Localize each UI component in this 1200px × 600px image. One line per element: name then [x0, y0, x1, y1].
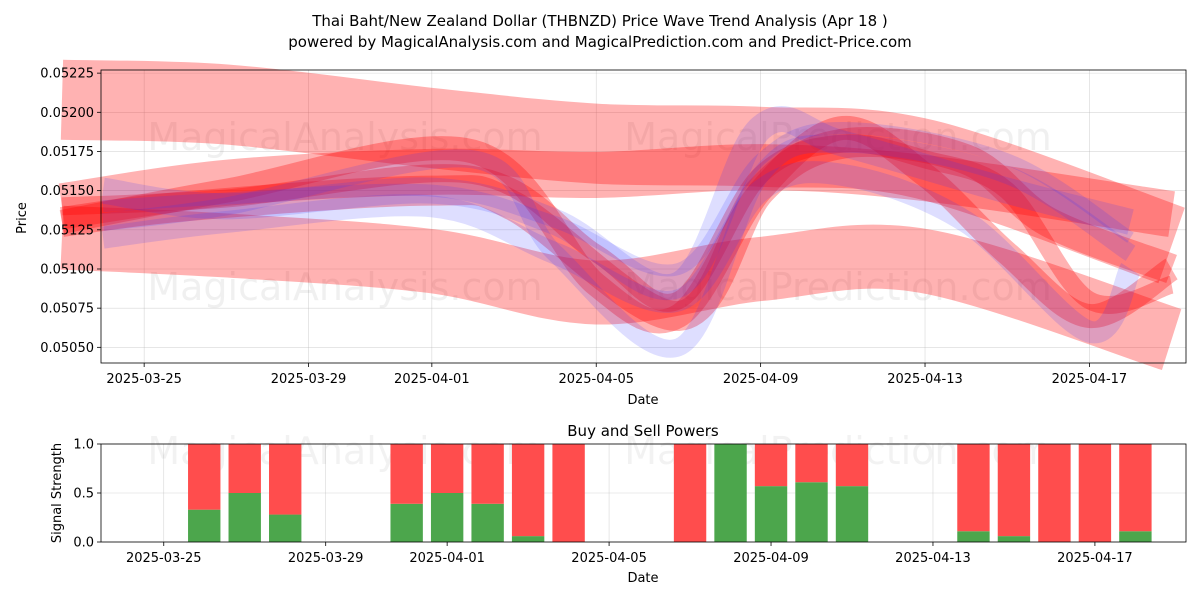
sell-bar — [269, 444, 302, 515]
buy-bar — [795, 482, 828, 542]
sell-bar — [430, 444, 464, 493]
sell-bar — [957, 444, 990, 532]
blue-band-b4 — [101, 161, 1141, 344]
price-x-tick-label: 2025-04-01 — [394, 372, 470, 387]
signal-bars — [188, 444, 1152, 542]
price-y-axis: 0.05050 0.05075 0.05100 0.05125 0.05150 0.051… — [40, 67, 101, 356]
signal-title: Buy and Sell Powers — [567, 422, 719, 440]
price-y-tick-label: 0.05200 — [40, 106, 94, 121]
sell-bar — [997, 444, 1031, 537]
sell-bar — [552, 444, 585, 542]
sell-bar — [754, 444, 788, 487]
chart-subtitle: powered by MagicalAnalysis.com and Magic… — [288, 33, 912, 51]
signal-x-tick-label: 2025-04-01 — [409, 551, 485, 566]
signal-x-tick-label: 2025-04-13 — [895, 551, 971, 566]
signal-y-label: Signal Strength — [50, 443, 65, 543]
watermark-text: MagicalAnalysis.com — [147, 265, 542, 309]
red-bands — [58, 59, 1185, 370]
price-y-tick-label: 0.05225 — [40, 67, 94, 82]
buy-bar — [714, 444, 747, 542]
signal-x-tick-label: 2025-04-05 — [571, 551, 647, 566]
blue-band-b1 — [101, 106, 1134, 300]
buy-bar — [957, 531, 990, 542]
signal-x-axis: 2025-03-25 2025-03-29 2025-04-01 2025-04-05… — [126, 542, 1133, 566]
price-y-tick-label: 0.05125 — [40, 223, 94, 238]
red-band-mid — [58, 144, 1175, 237]
sell-bar — [390, 444, 423, 504]
red-band-wave2 — [61, 134, 1175, 314]
buy-bar — [471, 503, 504, 542]
signal-x-tick-label: 2025-04-17 — [1057, 551, 1133, 566]
price-y-label: Price — [15, 202, 30, 234]
sell-bar — [1119, 444, 1152, 532]
watermark-text: MagicalPrediction.com — [624, 265, 1052, 309]
price-x-tick-label: 2025-04-09 — [723, 372, 799, 387]
sell-bar — [228, 444, 261, 493]
buy-bar — [835, 486, 869, 542]
red-band-lower — [60, 205, 1182, 370]
price-plot-area — [101, 70, 1186, 363]
buy-bar — [1119, 531, 1152, 542]
price-watermarks: MagicalAnalysis.com MagicalPrediction.com… — [147, 115, 1051, 309]
buy-bar — [390, 503, 423, 542]
red-band-wave1 — [59, 115, 1179, 334]
price-x-tick-label: 2025-04-13 — [887, 372, 963, 387]
sell-bar — [1038, 444, 1071, 542]
price-y-tick-label: 0.05100 — [40, 262, 94, 277]
price-x-tick-label: 2025-03-29 — [271, 372, 347, 387]
sell-bar — [471, 444, 504, 504]
signal-x-tick-label: 2025-03-29 — [288, 551, 364, 566]
price-x-axis: 2025-03-25 2025-03-29 2025-04-01 2025-04-05… — [106, 363, 1127, 387]
buy-bar — [997, 536, 1031, 542]
price-panel: MagicalAnalysis.com MagicalPrediction.com… — [15, 59, 1187, 408]
signal-x-tick-label: 2025-04-09 — [733, 551, 809, 566]
price-frame — [100, 69, 1187, 364]
blue-bands — [101, 106, 1141, 358]
buy-bar — [754, 486, 788, 542]
price-grid — [101, 70, 1186, 363]
price-y-tick-label: 0.05150 — [40, 184, 94, 199]
price-x-tick-label: 2025-03-25 — [106, 372, 182, 387]
red-band-upper — [60, 59, 1185, 284]
sell-bar — [1078, 444, 1112, 542]
price-y-tick-label: 0.05050 — [40, 341, 94, 356]
sell-bar — [795, 444, 828, 483]
watermark-text: MagicalPrediction.com — [624, 115, 1052, 159]
price-x-tick-label: 2025-04-17 — [1052, 372, 1128, 387]
signal-x-tick-label: 2025-03-25 — [126, 551, 202, 566]
chart-title: Thai Baht/New Zealand Dollar (THBNZD) Pr… — [311, 12, 887, 30]
watermark-text: MagicalAnalysis.com — [147, 115, 542, 159]
sell-bar — [188, 444, 221, 510]
blue-band-b2 — [101, 134, 1136, 358]
signal-y-axis: 0.0 0.5 1.0 — [73, 438, 101, 551]
buy-bar — [430, 493, 464, 542]
signal-y-tick-label: 0.0 — [73, 536, 94, 551]
sell-bar — [511, 444, 545, 537]
signal-y-tick-label: 1.0 — [73, 438, 94, 453]
price-y-tick-label: 0.05175 — [40, 145, 94, 160]
buy-bar — [511, 536, 545, 542]
red-band-wave3 — [59, 127, 1177, 331]
price-x-tick-label: 2025-04-05 — [558, 372, 634, 387]
price-y-tick-label: 0.05075 — [40, 302, 94, 317]
price-x-label: Date — [627, 393, 658, 408]
buy-bar — [269, 514, 302, 542]
buy-bar — [188, 509, 221, 542]
signal-panel: Buy and Sell Powers MagicalAnalysis.comM… — [50, 422, 1187, 586]
signal-y-tick-label: 0.5 — [73, 487, 94, 502]
signal-x-label: Date — [627, 571, 658, 586]
sell-bar — [673, 444, 707, 542]
blue-band-b3 — [102, 121, 1134, 277]
sell-bar — [835, 444, 869, 487]
buy-bar — [228, 493, 261, 542]
